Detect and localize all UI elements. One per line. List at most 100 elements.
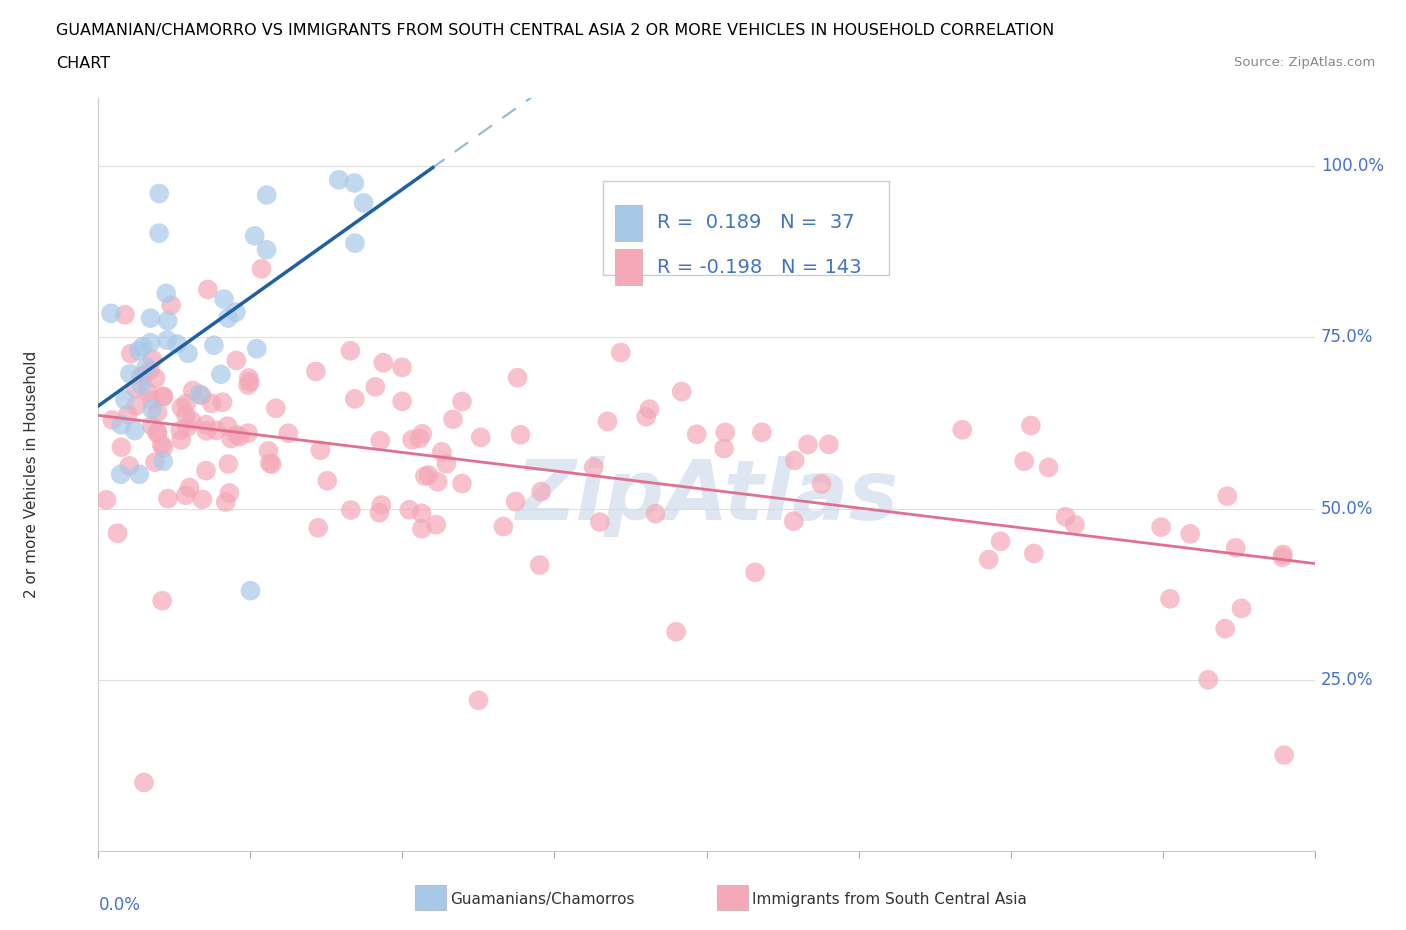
Point [264, 401, 287, 416]
Point [139, 363, 162, 378]
Text: Immigrants from South Central Asia: Immigrants from South Central Asia [752, 892, 1028, 907]
Point [170, 432, 193, 447]
Point [436, 457, 458, 472]
Point [509, 428, 531, 443]
Point [201, 396, 224, 411]
Point [190, 388, 212, 403]
Point [467, 693, 489, 708]
Point [132, 775, 155, 790]
Point [644, 506, 666, 521]
Point [328, 172, 350, 187]
Text: R = -0.198   N = 143: R = -0.198 N = 143 [657, 258, 862, 276]
Point [364, 379, 387, 394]
Point [1197, 672, 1219, 687]
Point [596, 414, 619, 429]
Point [259, 456, 281, 471]
Point [1225, 540, 1247, 555]
Point [430, 445, 453, 459]
Point [782, 513, 804, 528]
Point [411, 426, 433, 441]
Point [783, 453, 806, 468]
Point [238, 370, 260, 385]
Text: Source: ZipAtlas.com: Source: ZipAtlas.com [1234, 56, 1375, 69]
Point [373, 355, 395, 370]
Text: 0.0%: 0.0% [98, 897, 141, 914]
Point [148, 186, 170, 201]
Point [176, 419, 198, 434]
Point [141, 352, 163, 367]
Point [398, 502, 420, 517]
Point [110, 440, 132, 455]
Point [120, 346, 142, 361]
Point [152, 389, 174, 404]
Point [100, 306, 122, 321]
Text: CHART: CHART [56, 56, 110, 71]
Point [124, 423, 146, 438]
Text: R =  0.189   N =  37: R = 0.189 N = 37 [657, 213, 855, 232]
Point [141, 402, 163, 417]
Point [212, 292, 235, 307]
Point [139, 335, 162, 350]
Point [343, 392, 366, 406]
Point [316, 473, 339, 488]
Point [188, 387, 211, 402]
Point [217, 418, 239, 433]
Point [215, 495, 238, 510]
Point [156, 491, 179, 506]
FancyBboxPatch shape [616, 249, 643, 286]
Point [181, 383, 204, 398]
Point [117, 407, 139, 422]
Point [243, 229, 266, 244]
Point [148, 226, 170, 241]
Point [505, 494, 527, 509]
Point [1159, 591, 1181, 606]
Point [506, 370, 529, 385]
Point [411, 522, 433, 537]
Point [977, 552, 1000, 567]
Point [179, 480, 201, 495]
Point [228, 429, 250, 444]
Point [136, 385, 159, 400]
Point [751, 425, 773, 440]
Point [236, 378, 259, 392]
Point [174, 396, 197, 411]
Text: ZipAtlas: ZipAtlas [515, 457, 898, 538]
Point [529, 558, 551, 573]
Text: 75.0%: 75.0% [1320, 328, 1374, 346]
Point [451, 476, 474, 491]
Point [211, 394, 233, 409]
Point [1150, 520, 1173, 535]
Point [218, 485, 240, 500]
Point [492, 519, 515, 534]
Point [470, 430, 492, 445]
Point [339, 343, 361, 358]
Point [174, 487, 197, 502]
Point [217, 457, 239, 472]
Point [713, 441, 735, 456]
Point [451, 394, 474, 409]
Point [589, 514, 612, 529]
Point [141, 392, 163, 407]
Point [202, 338, 225, 352]
Point [180, 414, 202, 429]
Point [250, 261, 273, 276]
Point [194, 463, 217, 478]
Point [425, 517, 447, 532]
Point [217, 311, 239, 325]
FancyBboxPatch shape [616, 205, 643, 241]
Point [146, 405, 169, 420]
Point [146, 426, 169, 441]
Point [950, 422, 973, 437]
Point [145, 371, 167, 386]
Text: Guamanians/Chamorros: Guamanians/Chamorros [450, 892, 634, 907]
Point [236, 426, 259, 441]
FancyBboxPatch shape [603, 180, 889, 274]
Point [132, 368, 155, 383]
Point [194, 418, 217, 432]
Point [1213, 621, 1236, 636]
Point [114, 392, 136, 407]
Point [810, 476, 832, 491]
Point [1054, 510, 1077, 525]
Point [1064, 517, 1087, 532]
Point [401, 432, 423, 447]
